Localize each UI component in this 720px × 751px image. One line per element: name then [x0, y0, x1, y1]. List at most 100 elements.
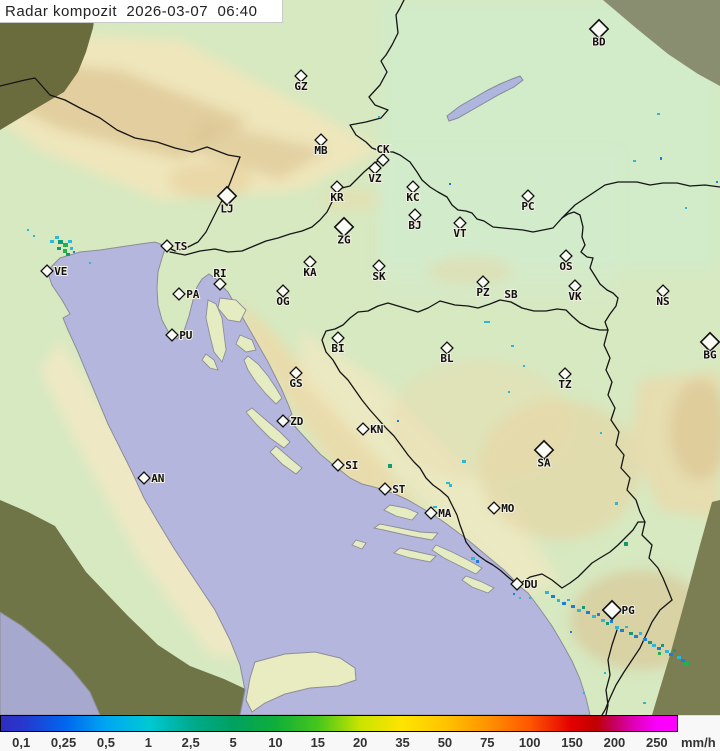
- city-diamond-icon: [276, 414, 290, 428]
- precipitation-echo: [70, 247, 73, 250]
- city-diamond-icon: [510, 577, 524, 591]
- city-marker-BJ: BJ: [407, 208, 423, 233]
- city-marker-PZ: PZ: [475, 275, 491, 300]
- city-diamond-icon: [289, 366, 303, 380]
- city-marker-KA: KA: [302, 255, 318, 280]
- precipitation-echo: [33, 235, 35, 237]
- city-marker-BI: BI: [330, 331, 346, 356]
- city-diamond-icon: [331, 458, 345, 472]
- city-marker-BD: BD: [588, 18, 610, 50]
- city-label-TZ: TZ: [558, 378, 572, 391]
- city-label-RI: RI: [213, 267, 226, 280]
- precipitation-echo: [669, 653, 673, 656]
- precipitation-echo: [58, 240, 63, 244]
- city-diamond-icon: [656, 284, 670, 298]
- precipitation-echo: [660, 157, 662, 160]
- city-label-BD: BD: [592, 36, 606, 49]
- precipitation-echo: [685, 207, 687, 209]
- city-label-GS: GS: [289, 377, 302, 390]
- city-marker-ZD: ZD: [276, 414, 305, 429]
- city-diamond-icon: [558, 367, 572, 381]
- city-marker-SB: SB: [503, 287, 519, 302]
- city-diamond-icon: [330, 180, 344, 194]
- title-bar: Radar kompozit 2026-03-07 06:40: [0, 0, 283, 23]
- city-label-KR: KR: [330, 191, 344, 204]
- precipitation-echo: [639, 632, 642, 635]
- precipitation-echo: [716, 181, 718, 183]
- city-label-BL: BL: [440, 352, 454, 365]
- city-label-PZ: PZ: [476, 286, 490, 299]
- city-diamond-icon: [356, 422, 370, 436]
- precipitation-echo: [592, 615, 596, 618]
- city-marker-RI: RI: [212, 266, 228, 291]
- city-diamond-icon: [303, 255, 317, 269]
- precipitation-echo: [484, 321, 490, 323]
- city-label-SB: SB: [504, 288, 518, 301]
- city-marker-MO: MO: [487, 501, 516, 516]
- precipitation-echo: [582, 606, 585, 609]
- city-marker-PC: PC: [520, 189, 536, 214]
- city-diamond-icon: [408, 208, 422, 222]
- city-diamond-icon: [601, 599, 623, 621]
- city-marker-KC: KC: [405, 180, 421, 205]
- legend-tick-label: 0,5: [96, 735, 115, 750]
- city-label-ZD: ZD: [290, 415, 304, 428]
- precipitation-echo: [55, 236, 59, 239]
- city-diamond-icon: [476, 275, 490, 289]
- precipitation-echo: [658, 652, 661, 655]
- city-label-NS: NS: [656, 295, 669, 308]
- precipitation-echo: [657, 113, 660, 115]
- precipitation-echo: [601, 619, 605, 622]
- city-marker-VT: VT: [452, 216, 468, 241]
- precipitation-echo: [397, 420, 399, 422]
- precipitation-echo: [657, 647, 661, 650]
- precipitation-echo: [519, 597, 521, 599]
- city-label-ST: ST: [392, 483, 406, 496]
- city-label-BG: BG: [703, 349, 717, 362]
- city-diamond-icon: [533, 439, 555, 461]
- city-marker-ST: ST: [378, 482, 407, 497]
- city-marker-GZ: GZ: [293, 69, 309, 94]
- city-marker-BG: BG: [699, 331, 720, 363]
- city-label-VT: VT: [453, 227, 467, 240]
- precipitation-echo: [567, 599, 570, 601]
- city-marker-TZ: TZ: [557, 367, 573, 392]
- city-diamond-icon: [40, 264, 54, 278]
- city-label-MB: MB: [314, 144, 328, 157]
- city-label-PA: PA: [186, 288, 200, 301]
- legend-tick-label: 1: [144, 735, 152, 750]
- precipitation-echo: [89, 262, 91, 264]
- precipitation-echo: [661, 644, 664, 647]
- country-borders: [0, 0, 720, 716]
- precipitation-echo: [57, 247, 61, 250]
- precipitation-echo: [523, 365, 525, 367]
- precipitation-echo-layer: [27, 113, 718, 704]
- precipitation-echo: [433, 506, 437, 508]
- legend-tick-label: 75: [480, 735, 495, 750]
- city-diamond-icon: [333, 216, 355, 238]
- city-marker-BL: BL: [439, 341, 455, 366]
- precipitation-echo: [620, 629, 624, 632]
- city-label-PG: PG: [622, 604, 636, 617]
- city-label-KA: KA: [303, 266, 317, 279]
- precipitation-echo: [625, 626, 628, 628]
- no-coverage-top-right: [603, 0, 720, 86]
- city-diamond-icon: [378, 482, 392, 496]
- precipitation-echo: [648, 641, 652, 644]
- city-marker-MA: MA: [424, 506, 453, 521]
- city-label-OS: OS: [559, 260, 572, 273]
- legend: 0,1 0,25 0,5 1 2,5 5 10 15 20 35 50 75 100 150 200 250 m…: [0, 715, 720, 751]
- city-diamond-icon: [453, 216, 467, 230]
- precipitation-echo: [681, 659, 685, 662]
- precipitation-echo: [449, 183, 451, 185]
- city-label-ZG: ZG: [337, 234, 351, 247]
- city-label-SI: SI: [345, 459, 358, 472]
- city-marker-NS: NS: [655, 284, 671, 309]
- city-label-AN: AN: [151, 472, 164, 485]
- legend-tick-label: 2,5: [181, 735, 200, 750]
- city-diamond-icon: [294, 69, 308, 83]
- city-label-MO: MO: [501, 502, 515, 515]
- precipitation-echo: [643, 638, 647, 641]
- legend-tick-label: 0,1: [12, 735, 31, 750]
